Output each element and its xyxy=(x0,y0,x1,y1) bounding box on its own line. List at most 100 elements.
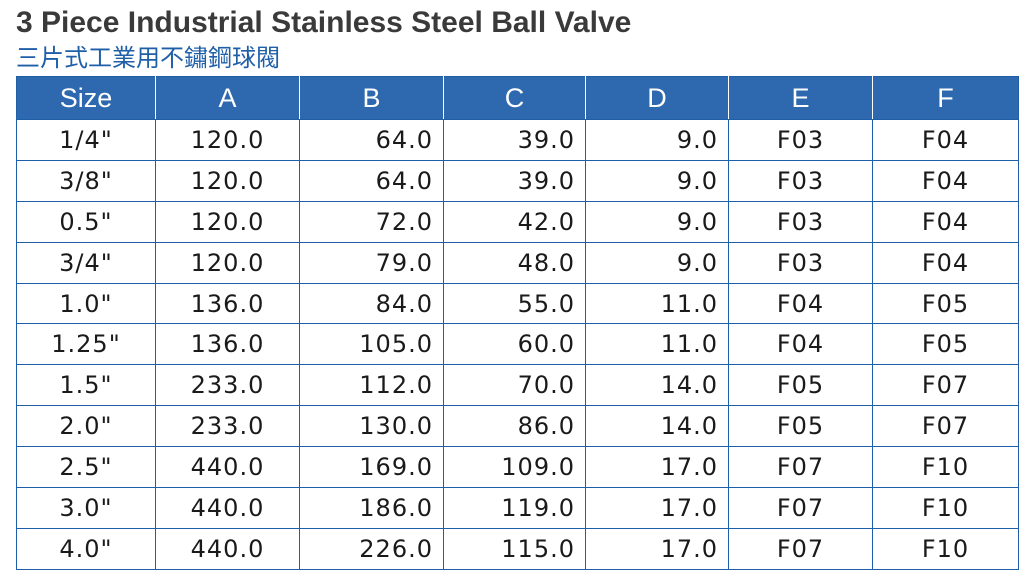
cell-a: 136.0 xyxy=(155,323,300,366)
cell-size: 1.25" xyxy=(16,323,156,366)
cell-a: 120.0 xyxy=(155,241,300,284)
table-row: 1/4" 120.0 64.0 39.0 9.0 F03 F04 xyxy=(16,119,1019,161)
cell-a: 120.0 xyxy=(155,200,300,243)
column-header-a: A xyxy=(155,76,300,120)
cell-c: 60.0 xyxy=(443,323,586,366)
table-header-row: Size A B C D E F xyxy=(16,76,1019,120)
table-row: 1.0" 136.0 84.0 55.0 11.0 F04 F05 xyxy=(16,282,1019,325)
cell-size: 1.0" xyxy=(16,282,156,325)
cell-f: F10 xyxy=(872,487,1019,529)
cell-size: 2.0" xyxy=(16,405,156,448)
column-header-d: D xyxy=(585,76,729,120)
cell-f: F04 xyxy=(872,200,1019,243)
cell-f: F04 xyxy=(872,159,1019,202)
table-row: 3.0" 440.0 186.0 119.0 17.0 F07 F10 xyxy=(16,487,1019,529)
column-header-e: E xyxy=(728,76,873,120)
table-row: 4.0" 440.0 226.0 115.0 17.0 F07 F10 xyxy=(16,527,1019,570)
cell-b: 72.0 xyxy=(299,200,444,243)
cell-d: 9.0 xyxy=(585,200,729,243)
page-title: 3 Piece Industrial Stainless Steel Ball … xyxy=(16,6,632,39)
table-row: 2.0" 233.0 130.0 86.0 14.0 F05 F07 xyxy=(16,405,1019,448)
cell-d: 11.0 xyxy=(585,282,729,325)
cell-f: F10 xyxy=(872,446,1019,489)
column-header-f: F xyxy=(872,76,1019,120)
cell-c: 42.0 xyxy=(443,200,586,243)
column-header-size: Size xyxy=(16,76,156,120)
cell-a: 120.0 xyxy=(155,159,300,202)
cell-b: 79.0 xyxy=(299,241,444,284)
table-row: 2.5" 440.0 169.0 109.0 17.0 F07 F10 xyxy=(16,446,1019,489)
cell-e: F03 xyxy=(728,200,873,243)
cell-c: 55.0 xyxy=(443,282,586,325)
cell-e: F04 xyxy=(728,282,873,325)
cell-c: 48.0 xyxy=(443,241,586,284)
cell-a: 136.0 xyxy=(155,282,300,325)
cell-b: 130.0 xyxy=(299,405,444,448)
cell-f: F05 xyxy=(872,282,1019,325)
cell-a: 440.0 xyxy=(155,446,300,489)
cell-d: 17.0 xyxy=(585,487,729,529)
table-row: 1.5" 233.0 112.0 70.0 14.0 F05 F07 xyxy=(16,364,1019,407)
cell-f: F07 xyxy=(872,364,1019,407)
cell-e: F03 xyxy=(728,159,873,202)
cell-d: 9.0 xyxy=(585,119,729,161)
cell-b: 64.0 xyxy=(299,159,444,202)
cell-size: 2.5" xyxy=(16,446,156,489)
column-header-c: C xyxy=(443,76,586,120)
valve-dimension-table: Size A B C D E F 1/4" 120.0 64.0 39.0 9.0 F03… xyxy=(16,76,1019,570)
cell-a: 233.0 xyxy=(155,364,300,407)
cell-a: 440.0 xyxy=(155,527,300,570)
cell-e: F03 xyxy=(728,241,873,284)
cell-b: 169.0 xyxy=(299,446,444,489)
cell-b: 186.0 xyxy=(299,487,444,529)
table-row: 0.5" 120.0 72.0 42.0 9.0 F03 F04 xyxy=(16,200,1019,243)
cell-f: F10 xyxy=(872,527,1019,570)
column-header-b: B xyxy=(299,76,444,120)
cell-a: 440.0 xyxy=(155,487,300,529)
cell-d: 14.0 xyxy=(585,405,729,448)
cell-c: 109.0 xyxy=(443,446,586,489)
table-row: 1.25" 136.0 105.0 60.0 11.0 F04 F05 xyxy=(16,323,1019,366)
cell-e: F05 xyxy=(728,364,873,407)
cell-size: 3/4" xyxy=(16,241,156,284)
cell-d: 17.0 xyxy=(585,527,729,570)
cell-d: 14.0 xyxy=(585,364,729,407)
cell-size: 4.0" xyxy=(16,527,156,570)
cell-size: 3.0" xyxy=(16,487,156,529)
cell-b: 112.0 xyxy=(299,364,444,407)
cell-e: F05 xyxy=(728,405,873,448)
table-row: 3/8" 120.0 64.0 39.0 9.0 F03 F04 xyxy=(16,159,1019,202)
cell-c: 70.0 xyxy=(443,364,586,407)
cell-d: 9.0 xyxy=(585,241,729,284)
cell-c: 86.0 xyxy=(443,405,586,448)
cell-b: 64.0 xyxy=(299,119,444,161)
cell-c: 39.0 xyxy=(443,159,586,202)
cell-d: 11.0 xyxy=(585,323,729,366)
cell-a: 233.0 xyxy=(155,405,300,448)
cell-d: 9.0 xyxy=(585,159,729,202)
cell-a: 120.0 xyxy=(155,119,300,161)
page-subtitle-chinese: 三片式工業用不鏽鋼球閥 xyxy=(16,44,280,72)
cell-size: 3/8" xyxy=(16,159,156,202)
cell-f: F07 xyxy=(872,405,1019,448)
cell-e: F07 xyxy=(728,527,873,570)
cell-size: 1/4" xyxy=(16,119,156,161)
cell-c: 119.0 xyxy=(443,487,586,529)
cell-b: 226.0 xyxy=(299,527,444,570)
cell-e: F04 xyxy=(728,323,873,366)
cell-e: F07 xyxy=(728,446,873,489)
cell-d: 17.0 xyxy=(585,446,729,489)
cell-b: 105.0 xyxy=(299,323,444,366)
table-body: 1/4" 120.0 64.0 39.0 9.0 F03 F04 3/8" 120.0 64.0 3… xyxy=(16,119,1019,570)
cell-e: F07 xyxy=(728,487,873,529)
cell-c: 39.0 xyxy=(443,119,586,161)
cell-f: F04 xyxy=(872,119,1019,161)
cell-e: F03 xyxy=(728,119,873,161)
cell-f: F04 xyxy=(872,241,1019,284)
cell-size: 0.5" xyxy=(16,200,156,243)
cell-size: 1.5" xyxy=(16,364,156,407)
cell-f: F05 xyxy=(872,323,1019,366)
cell-b: 84.0 xyxy=(299,282,444,325)
table-row: 3/4" 120.0 79.0 48.0 9.0 F03 F04 xyxy=(16,241,1019,284)
cell-c: 115.0 xyxy=(443,527,586,570)
